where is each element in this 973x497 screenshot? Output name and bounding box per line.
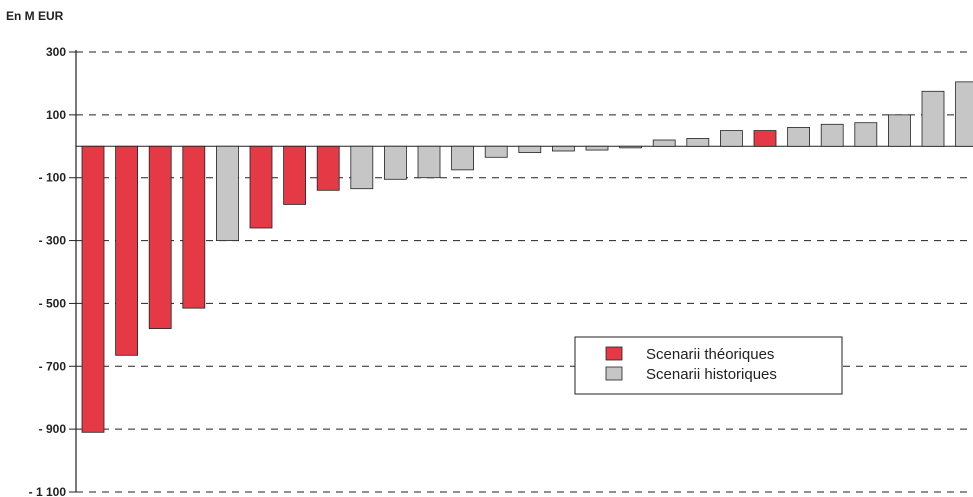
y-tick-label: 100 [46,108,66,122]
bar [316,145,340,191]
gridlines [76,51,973,493]
bar [249,145,273,229]
bar [148,145,172,329]
y-tick-label: - 100 [39,171,67,185]
bar [720,130,743,147]
legend-swatch-historiques [605,366,623,381]
y-tick-label: - 700 [39,359,67,373]
bar [417,145,441,179]
bar [518,145,542,153]
bar [585,145,609,151]
bar [484,145,508,158]
y-tick-label: - 300 [39,234,67,248]
bar [350,145,374,190]
bar [115,145,138,356]
bar [787,127,810,147]
bar [215,145,239,241]
bar [686,138,710,147]
legend-label-theoriques: Scenarii théoriques [646,346,774,363]
bar [652,139,676,147]
legend-label-historiques: Scenarii historiques [646,366,777,383]
legend-swatch-theoriques [605,346,623,361]
legend-box [574,336,843,395]
y-tick-label: 300 [46,45,66,59]
bar [921,90,945,147]
bar [182,145,206,309]
y-tick-label: - 500 [39,296,67,310]
y-axis-ticks: 300 100 - 100 - 300 - 500 - 700 - 900 - 1 100 [29,45,76,497]
bar [888,114,911,147]
bar [854,122,878,147]
bar [753,130,777,147]
bar [383,145,407,180]
legend: Scenarii théoriques Scenarii historiques [574,336,843,395]
y-tick-label: - 900 [39,422,67,436]
bar [820,123,844,147]
bar [619,145,642,149]
bar [955,81,973,147]
bar [81,145,105,433]
bar [283,145,307,205]
bar [552,145,575,152]
unit-label: En M EUR [6,9,64,23]
y-tick-label: - 1 100 [29,485,67,497]
bars [81,81,973,433]
bar [451,145,475,171]
